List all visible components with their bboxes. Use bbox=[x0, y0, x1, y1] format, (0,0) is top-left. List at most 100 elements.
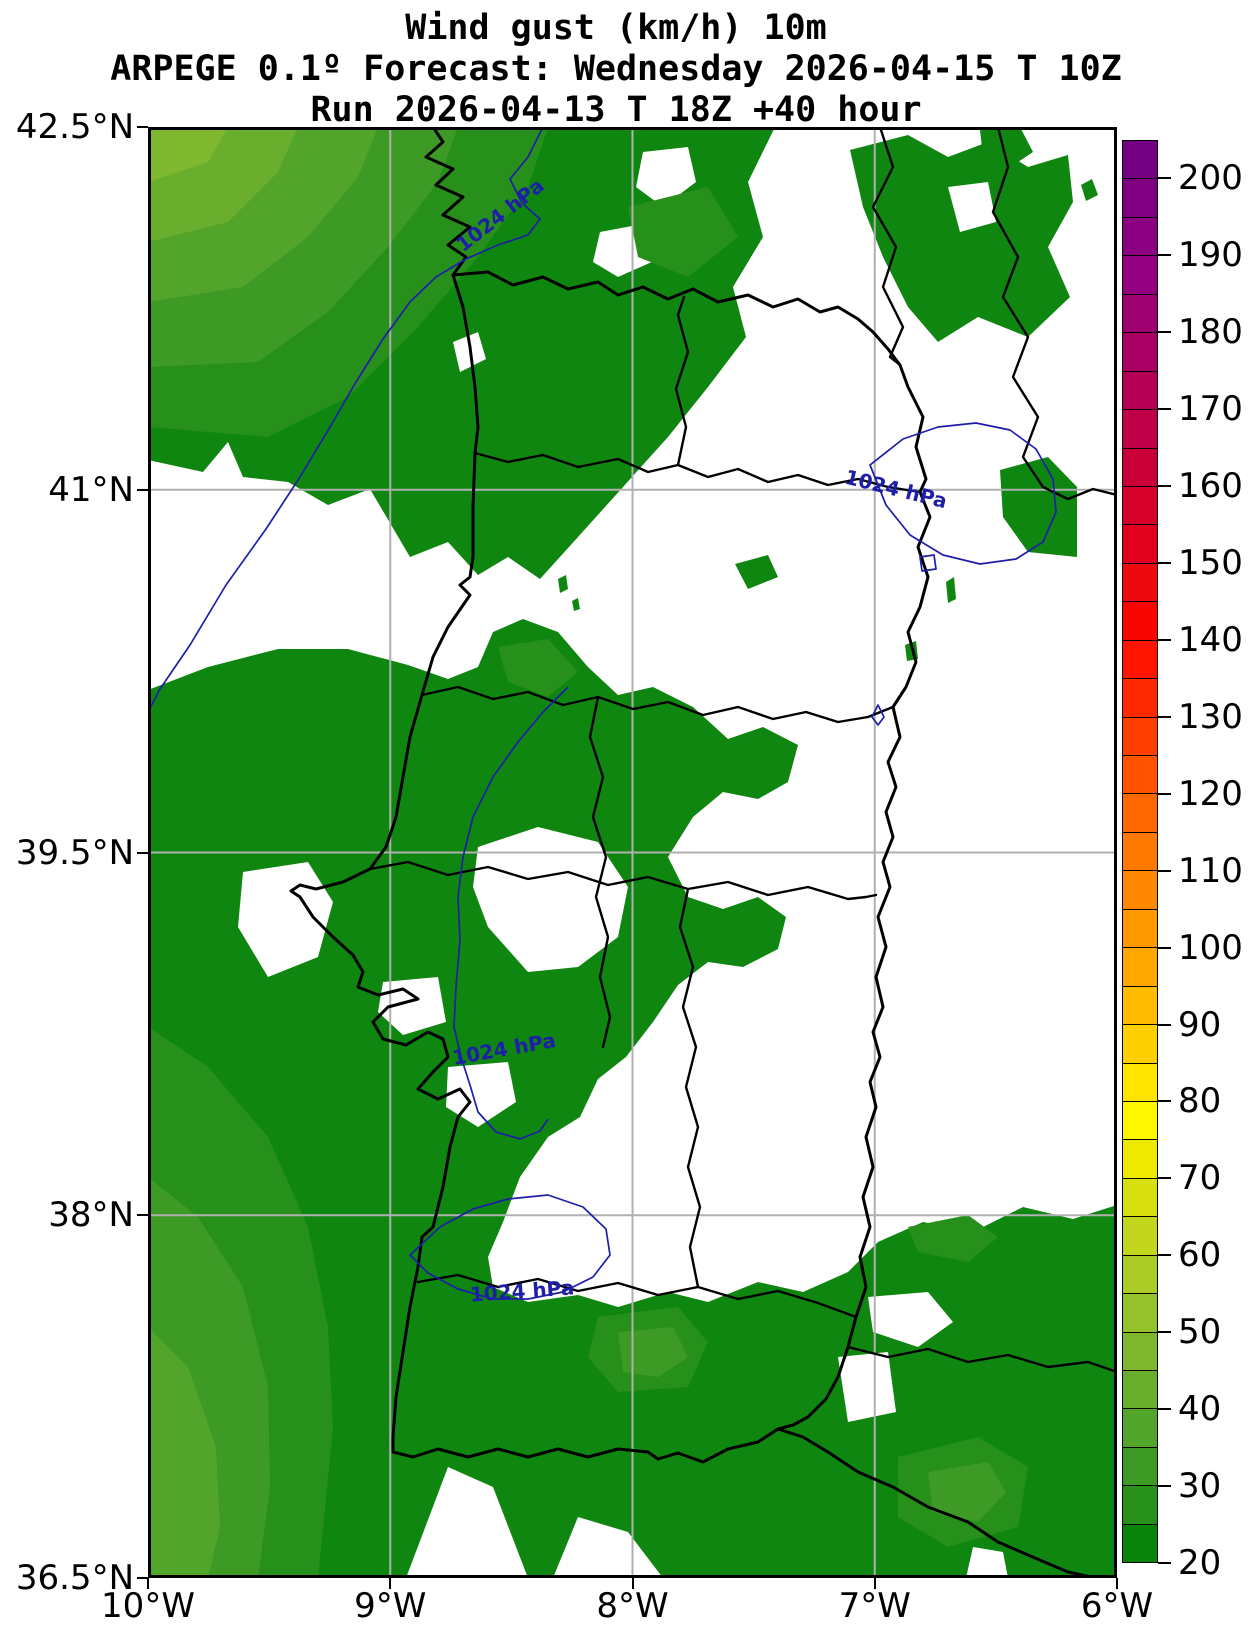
colorbar-tick-20 bbox=[1158, 1562, 1171, 1564]
colorbar-tick-label-190: 190 bbox=[1178, 235, 1243, 276]
fill-patch-ne-small bbox=[980, 127, 1033, 172]
colorbar-segment-30 bbox=[1123, 1446, 1157, 1486]
colorbar-segment-165 bbox=[1123, 409, 1157, 448]
colorbar-segment-45 bbox=[1123, 1331, 1157, 1370]
colorbar-tick-80 bbox=[1158, 1100, 1171, 1103]
fill-patch-east-edge bbox=[1000, 457, 1077, 557]
fill-patch-ne-diamond bbox=[1081, 179, 1098, 201]
colorbar-segment-160 bbox=[1123, 447, 1157, 486]
region-boundary-spain-3 bbox=[846, 1345, 1117, 1374]
colorbar-segment-140 bbox=[1123, 601, 1157, 640]
map-area: 1024 hPa 1024 hPa 1024 hPa 1024 hPa bbox=[148, 127, 1117, 1578]
colorbar-segment-170 bbox=[1123, 370, 1157, 410]
lon-tick-mark-3 bbox=[873, 1578, 876, 1589]
colorbar-tick-70 bbox=[1158, 1177, 1171, 1180]
colorbar-tick-label-70: 70 bbox=[1178, 1158, 1222, 1199]
colorbar-tick-label-100: 100 bbox=[1178, 927, 1243, 968]
title-line-3: Run 2026-04-13 T 18Z +40 hour bbox=[310, 90, 922, 130]
colorbar-segment-125 bbox=[1123, 716, 1157, 755]
fill-accent-algarve-2 bbox=[618, 1327, 688, 1377]
colorbar-segment-200 bbox=[1123, 141, 1157, 179]
colorbar-tick-100 bbox=[1158, 946, 1171, 949]
colorbar-tick-150 bbox=[1158, 562, 1171, 565]
lon-tick-mark-0 bbox=[147, 1578, 149, 1589]
colorbar-tick-30 bbox=[1158, 1485, 1171, 1488]
lat-tick-mark-1 bbox=[137, 488, 148, 491]
district-boundary-ns-alentejo bbox=[678, 887, 702, 1289]
fill-band-sw-3 bbox=[148, 1327, 220, 1578]
colorbar-segment-195 bbox=[1123, 178, 1157, 217]
colorbar-tick-90 bbox=[1158, 1023, 1171, 1026]
fill-patch-estrela-2 bbox=[572, 598, 580, 611]
colorbar-tick-label-30: 30 bbox=[1178, 1466, 1222, 1507]
fill-accent-se-2 bbox=[928, 1462, 1006, 1522]
colorbar-segment-65 bbox=[1123, 1177, 1157, 1217]
lon-tick-label-0: 10°W bbox=[101, 1586, 195, 1626]
colorbar-segment-115 bbox=[1123, 793, 1157, 832]
colorbar-segment-175 bbox=[1123, 332, 1157, 371]
lat-tick-mark-4 bbox=[137, 1577, 148, 1579]
colorbar-tick-60 bbox=[1158, 1254, 1171, 1257]
colorbar-tick-label-200: 200 bbox=[1178, 158, 1243, 199]
lon-tick-label-2: 8°W bbox=[596, 1586, 669, 1626]
colorbar-segment-130 bbox=[1123, 678, 1157, 717]
district-boundary-douro bbox=[473, 451, 922, 494]
colorbar-tick-120 bbox=[1158, 792, 1171, 795]
colorbar-segment-75 bbox=[1123, 1100, 1157, 1140]
country-border bbox=[451, 270, 932, 1431]
colorbar-tick-label-50: 50 bbox=[1178, 1312, 1222, 1353]
colorbar-segment-25 bbox=[1123, 1485, 1157, 1524]
lon-tick-label-4: 6°W bbox=[1080, 1586, 1154, 1626]
title-line-2: ARPEGE 0.1º Forecast: Wednesday 2026-04-… bbox=[110, 49, 1122, 89]
region-boundary-spain-1 bbox=[871, 127, 905, 367]
colorbar-segment-70 bbox=[1123, 1139, 1157, 1178]
coastlines-and-borders bbox=[289, 127, 1117, 1578]
district-boundary-ns-north bbox=[674, 295, 690, 467]
colorbar-segment-135 bbox=[1123, 639, 1157, 679]
colorbar-tick-160 bbox=[1158, 485, 1171, 488]
district-boundary-algarve bbox=[416, 1273, 858, 1319]
fill-patch-center-east bbox=[735, 555, 778, 589]
coastline bbox=[289, 127, 1098, 1578]
isobar-teardrop bbox=[871, 704, 885, 726]
colorbar-tick-label-170: 170 bbox=[1178, 389, 1243, 430]
fill-accent-north-land bbox=[628, 187, 738, 277]
colorbar-segment-50 bbox=[1123, 1293, 1157, 1332]
fill-accent-se-top bbox=[908, 1215, 998, 1262]
lat-tick-label-3: 38°N bbox=[48, 1195, 134, 1236]
lon-tick-label-3: 7°W bbox=[838, 1586, 911, 1626]
colorbar-segment-100 bbox=[1123, 908, 1157, 948]
lat-tick-label-1: 41°N bbox=[48, 469, 134, 510]
colorbar-tick-label-110: 110 bbox=[1178, 850, 1243, 891]
colorbar-segment-190 bbox=[1123, 216, 1157, 256]
isobar-contours bbox=[148, 127, 1057, 1300]
colorbar-segment-80 bbox=[1123, 1062, 1157, 1101]
isobar-small-loop bbox=[919, 554, 937, 572]
map-canvas bbox=[148, 127, 1117, 1578]
colorbar bbox=[1122, 140, 1158, 1563]
lat-tick-mark-0 bbox=[137, 126, 148, 128]
lon-tick-mark-2 bbox=[631, 1578, 634, 1589]
colorbar-segment-35 bbox=[1123, 1408, 1157, 1447]
colorbar-tick-label-120: 120 bbox=[1178, 773, 1243, 814]
colorbar-segment-20 bbox=[1123, 1523, 1157, 1563]
colorbar-segment-90 bbox=[1123, 985, 1157, 1025]
fill-region-ne bbox=[850, 135, 1073, 342]
colorbar-segment-110 bbox=[1123, 831, 1157, 871]
colorbar-tick-label-180: 180 bbox=[1178, 312, 1243, 353]
isobar-loop-ne bbox=[869, 422, 1057, 565]
colorbar-tick-label-40: 40 bbox=[1178, 1389, 1222, 1430]
fill-patch-estrela-1 bbox=[558, 575, 568, 593]
lon-tick-mark-1 bbox=[389, 1578, 392, 1589]
colorbar-tick-label-20: 20 bbox=[1178, 1543, 1222, 1583]
colorbar-tick-190 bbox=[1158, 254, 1171, 257]
lat-tick-label-4: 36.5°N bbox=[15, 1558, 134, 1598]
gridlines bbox=[148, 127, 1117, 1578]
colorbar-tick-200 bbox=[1158, 177, 1171, 180]
fill-accent-center bbox=[498, 639, 578, 697]
colorbar-segment-105 bbox=[1123, 870, 1157, 909]
colorbar-tick-110 bbox=[1158, 869, 1171, 872]
colorbar-tick-label-130: 130 bbox=[1178, 696, 1243, 737]
isobar-loop-south bbox=[409, 1194, 611, 1300]
